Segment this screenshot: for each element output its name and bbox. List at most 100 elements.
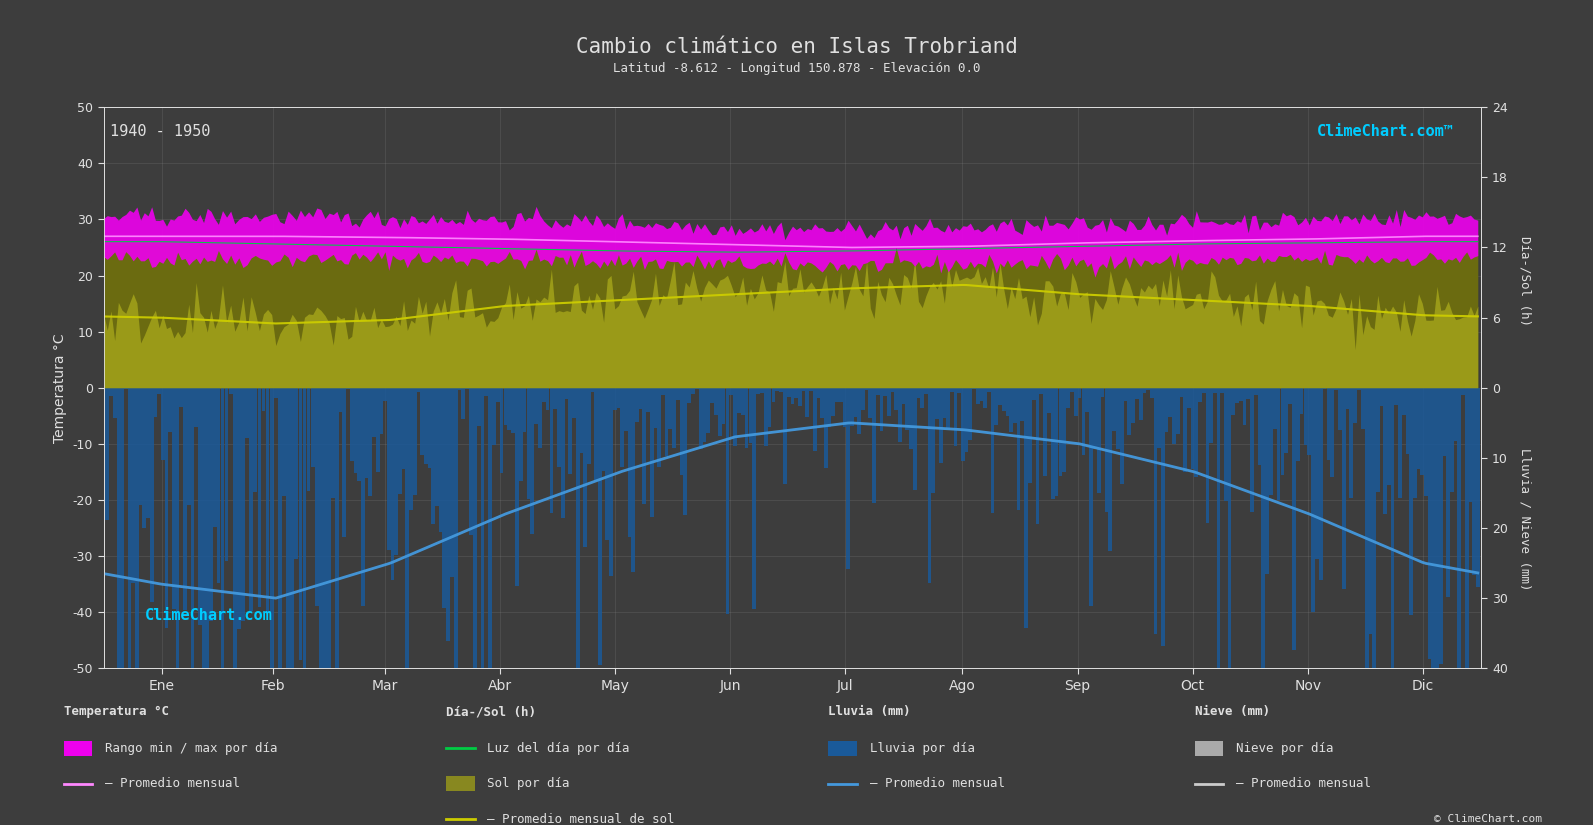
Bar bbox=[1327, 388, 1330, 460]
Bar bbox=[591, 388, 594, 392]
Bar bbox=[258, 388, 261, 607]
Bar bbox=[127, 388, 131, 825]
Bar bbox=[139, 388, 142, 505]
Bar bbox=[1223, 388, 1228, 502]
Bar bbox=[519, 388, 523, 481]
Bar bbox=[124, 388, 127, 389]
Bar bbox=[639, 388, 642, 409]
Bar bbox=[1450, 388, 1454, 492]
Bar bbox=[824, 388, 828, 469]
Bar bbox=[991, 388, 994, 513]
Bar bbox=[1013, 388, 1016, 422]
Bar bbox=[980, 388, 983, 401]
Bar bbox=[613, 388, 616, 410]
Bar bbox=[113, 388, 116, 418]
Bar bbox=[879, 388, 883, 431]
Bar bbox=[1209, 388, 1212, 443]
Bar bbox=[969, 388, 972, 441]
Bar bbox=[357, 388, 362, 481]
Bar bbox=[846, 388, 851, 569]
Text: Rango min / max por día: Rango min / max por día bbox=[105, 742, 277, 755]
Bar bbox=[894, 388, 898, 410]
Bar bbox=[1246, 388, 1251, 398]
Bar bbox=[424, 388, 427, 464]
Bar bbox=[1131, 388, 1136, 423]
Bar bbox=[1330, 388, 1333, 477]
Bar bbox=[664, 388, 669, 456]
Bar bbox=[1104, 388, 1109, 512]
Bar bbox=[102, 388, 105, 459]
Bar bbox=[718, 388, 722, 436]
Y-axis label: Temperatura °C: Temperatura °C bbox=[53, 333, 67, 442]
Bar bbox=[954, 388, 957, 446]
Text: Temperatura °C: Temperatura °C bbox=[64, 705, 169, 719]
Bar bbox=[1123, 388, 1128, 401]
Bar bbox=[150, 388, 153, 601]
Bar bbox=[1142, 388, 1147, 393]
Bar bbox=[470, 388, 473, 535]
Bar bbox=[1172, 388, 1176, 444]
Bar bbox=[350, 388, 354, 461]
Bar bbox=[169, 388, 172, 432]
Bar bbox=[1098, 388, 1101, 493]
Bar bbox=[387, 388, 390, 550]
Bar bbox=[217, 388, 220, 583]
Bar bbox=[828, 388, 832, 427]
Bar bbox=[384, 388, 387, 401]
Bar bbox=[854, 388, 857, 417]
Bar bbox=[558, 388, 561, 467]
Bar bbox=[784, 388, 787, 484]
Bar bbox=[538, 388, 542, 448]
Bar bbox=[779, 388, 782, 392]
Bar bbox=[395, 388, 398, 555]
Bar bbox=[1201, 388, 1206, 394]
Bar bbox=[237, 388, 241, 629]
Bar bbox=[1161, 388, 1164, 646]
Bar bbox=[484, 388, 487, 396]
Bar bbox=[1169, 388, 1172, 417]
Bar bbox=[1101, 388, 1104, 397]
Bar bbox=[542, 388, 545, 403]
Bar bbox=[511, 388, 515, 433]
Bar bbox=[840, 388, 843, 403]
Bar bbox=[457, 388, 462, 390]
Text: Cambio climático en Islas Trobriand: Cambio climático en Islas Trobriand bbox=[575, 37, 1018, 57]
Bar bbox=[1421, 388, 1424, 475]
Bar bbox=[398, 388, 401, 494]
Bar bbox=[209, 388, 213, 620]
Bar bbox=[153, 388, 158, 417]
Bar bbox=[733, 388, 738, 446]
Bar bbox=[631, 388, 636, 573]
Bar bbox=[1394, 388, 1399, 404]
Bar bbox=[220, 388, 225, 802]
Bar bbox=[1078, 388, 1082, 398]
Bar bbox=[832, 388, 835, 416]
Bar bbox=[1117, 388, 1120, 449]
Bar bbox=[787, 388, 790, 397]
Bar bbox=[1206, 388, 1209, 523]
Bar bbox=[233, 388, 237, 825]
Bar bbox=[1066, 388, 1070, 408]
Bar bbox=[269, 388, 274, 825]
Bar bbox=[1002, 388, 1005, 412]
Bar bbox=[902, 388, 905, 404]
Text: Nieve por día: Nieve por día bbox=[1236, 742, 1333, 755]
Bar bbox=[938, 388, 943, 463]
Bar bbox=[1380, 388, 1383, 406]
Bar bbox=[757, 388, 760, 394]
Bar bbox=[890, 388, 894, 392]
Bar bbox=[680, 388, 683, 475]
Bar bbox=[346, 388, 350, 389]
Bar bbox=[1128, 388, 1131, 436]
Bar bbox=[699, 388, 703, 449]
Bar bbox=[287, 388, 290, 810]
Bar bbox=[446, 388, 449, 640]
Bar bbox=[706, 388, 710, 433]
Bar bbox=[624, 388, 628, 431]
Bar bbox=[1090, 388, 1093, 606]
Bar bbox=[500, 388, 503, 473]
Bar bbox=[362, 388, 365, 606]
Bar bbox=[241, 388, 245, 620]
Text: Lluvia (mm): Lluvia (mm) bbox=[828, 705, 911, 719]
Bar bbox=[323, 388, 327, 668]
